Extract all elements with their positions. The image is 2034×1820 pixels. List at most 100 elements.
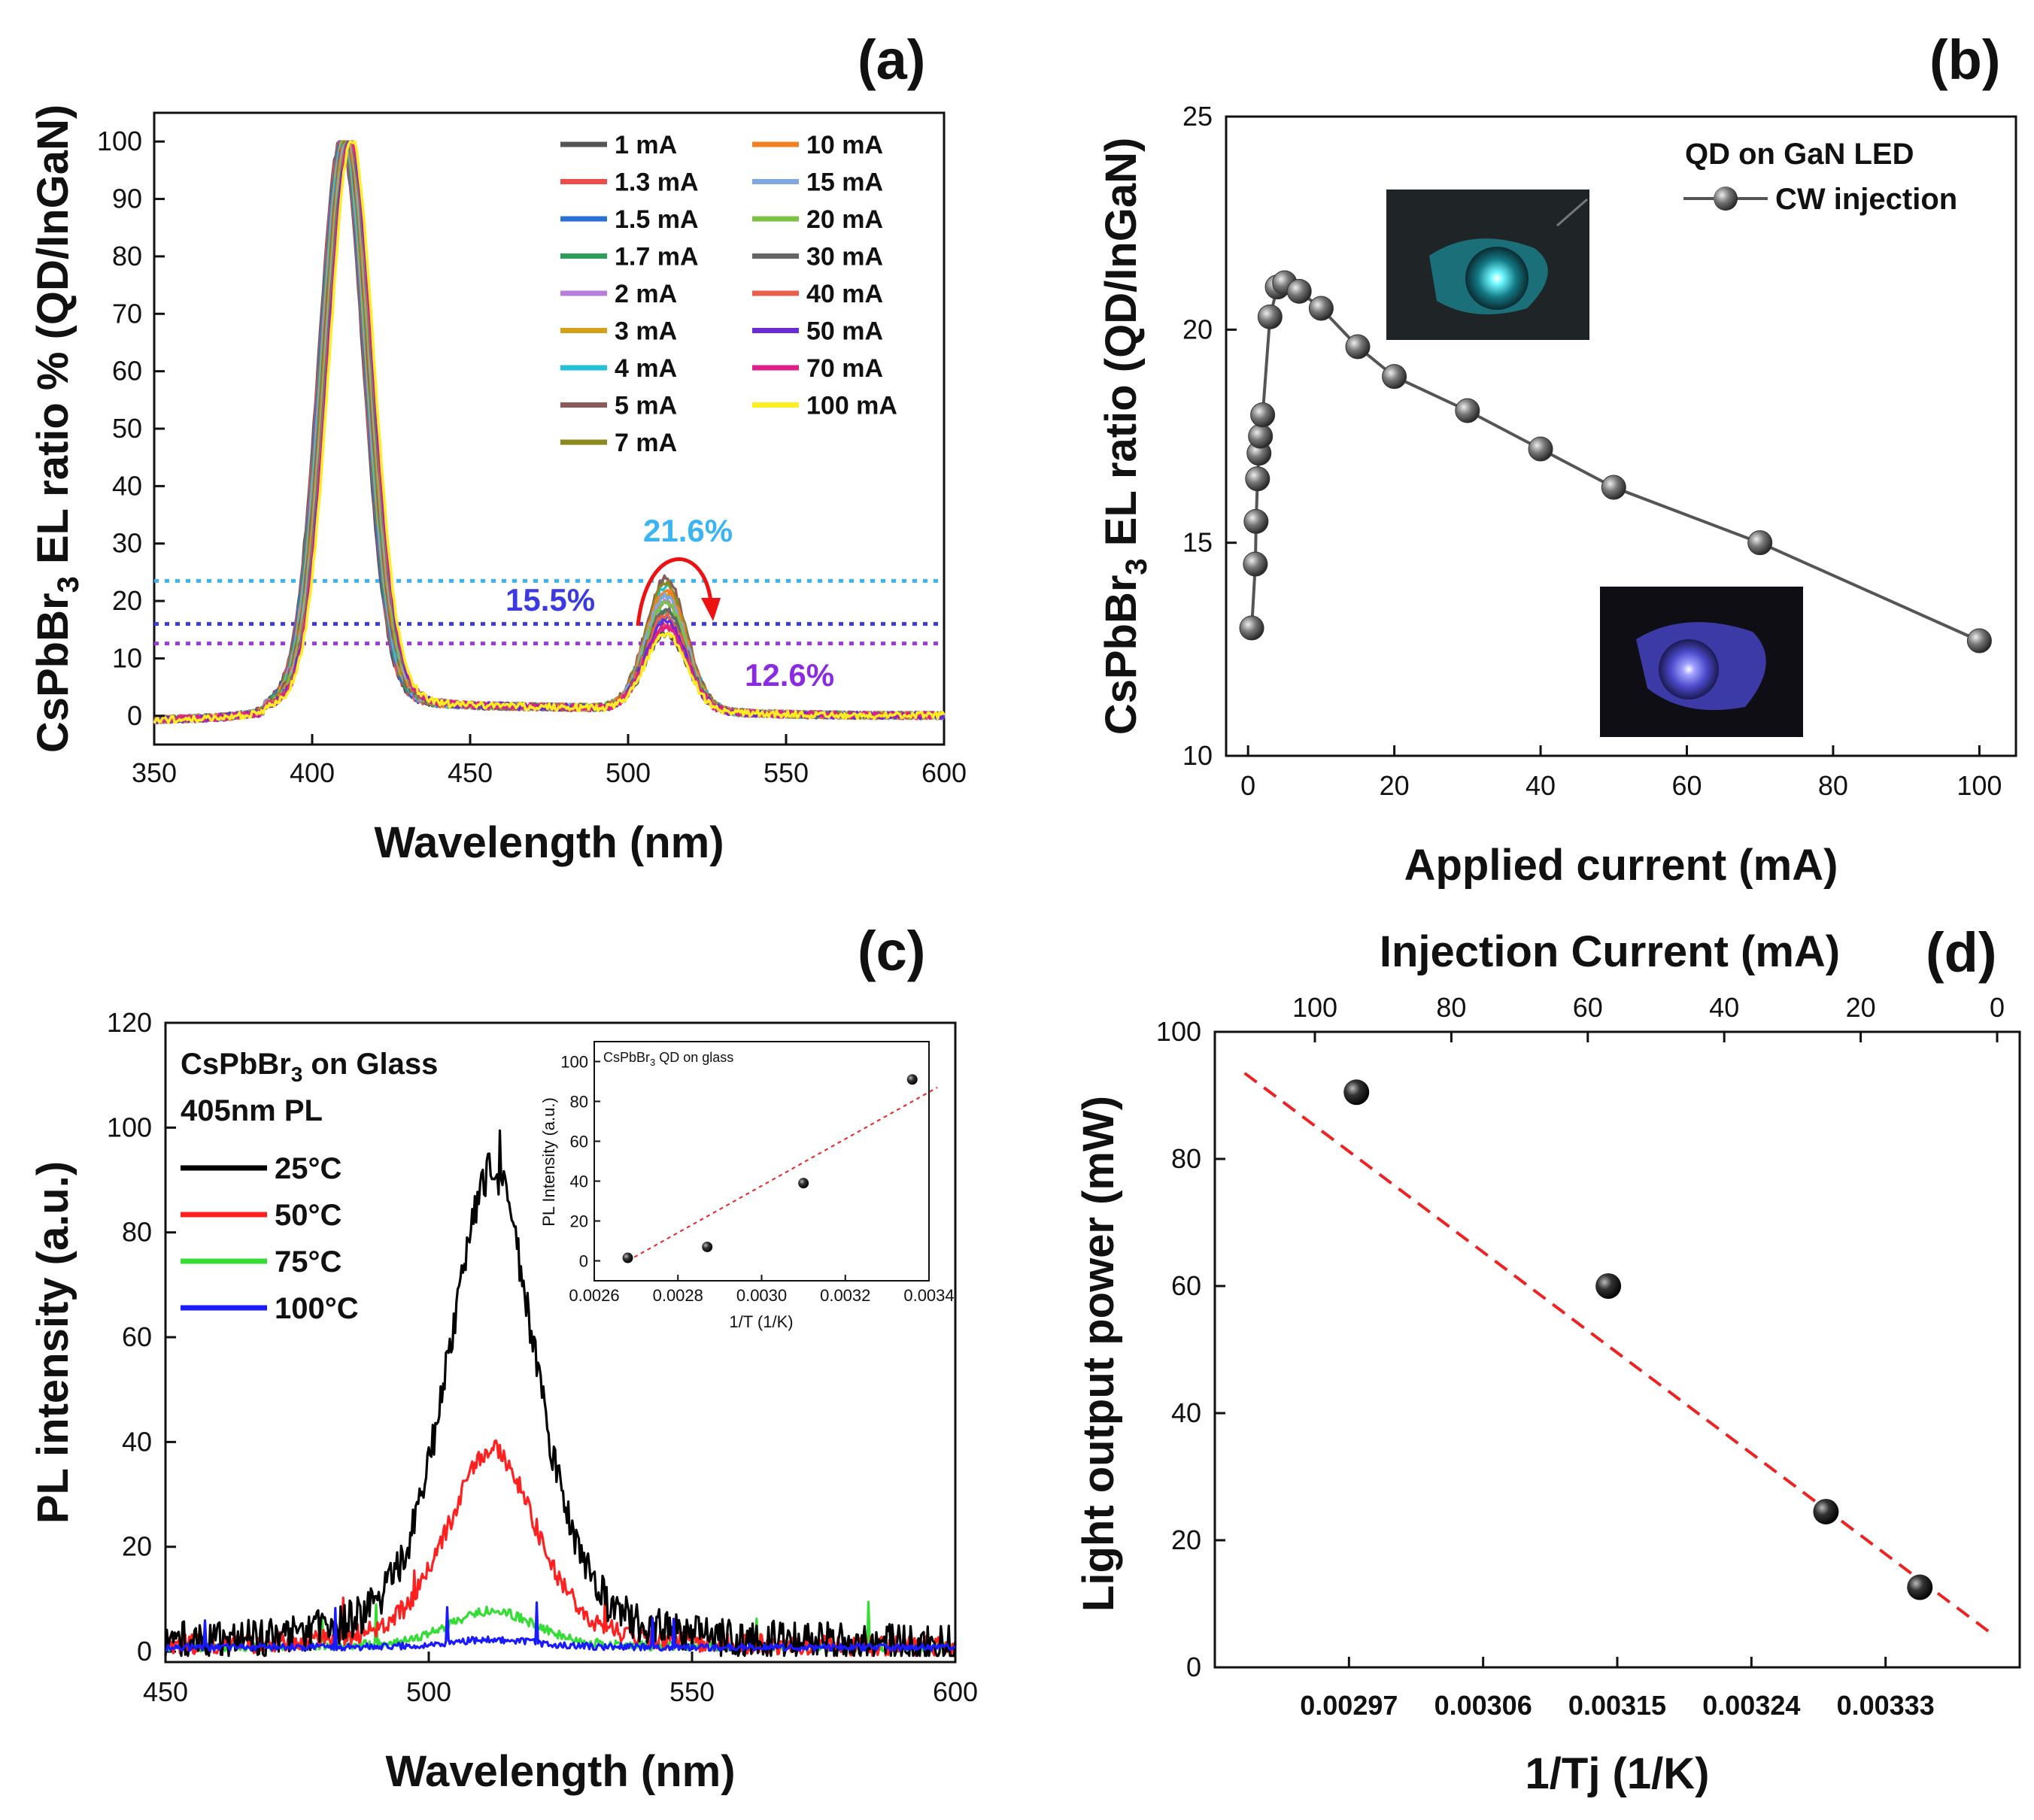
panel-c-y-tick-label-0: 0 xyxy=(137,1636,152,1667)
panel-b-y-ticks: 10 15 20 25 xyxy=(1182,101,1237,771)
panel-a-y-tick-label-70: 70 xyxy=(112,298,142,329)
panel-b-x-tick-label-60: 60 xyxy=(1671,770,1702,801)
panel-a-y-tick-label-10: 10 xyxy=(112,642,142,673)
panel-d-top-tick-label-20: 20 xyxy=(1846,992,1876,1023)
panel-b-y-axis-label: CsPbBr3 EL ratio (QD/InGaN) xyxy=(1097,138,1153,736)
panel-c-legend: 25°C 50°C 75°C 100°C xyxy=(181,1152,359,1325)
panel-a-x-tick-label-600: 600 xyxy=(921,757,967,788)
cw-injection-point-6 xyxy=(1250,402,1276,428)
panel-a: (a) 350 400 450 500 550 600 0 10 20 30 40 50 60 70 80… xyxy=(29,29,967,867)
inset-point-2 xyxy=(798,1178,809,1189)
cw-injection-point-17 xyxy=(1747,530,1773,556)
inset-y-tick-label-40: 40 xyxy=(570,1172,588,1191)
cw-injection-point-18 xyxy=(1966,628,1992,654)
panel-c-inset-x-ticks: 0.0026 0.0028 0.0030 0.0032 0.0034 xyxy=(569,1275,955,1305)
panel-d-top-tick-label-60: 60 xyxy=(1573,992,1603,1023)
panel-d-x-axis-label: 1/Tj (1/K) xyxy=(1526,1749,1710,1798)
photo-inset-cyan-emission xyxy=(1386,190,1589,340)
panel-b-x-tick-label-0: 0 xyxy=(1240,770,1255,801)
panel-d-x-tick-label-0.00315: 0.00315 xyxy=(1568,1690,1666,1721)
panel-c-inset-title: CsPbBr3 QD on glass xyxy=(603,1050,733,1068)
cw-injection-point-1 xyxy=(1243,551,1268,577)
cw-injection-point-5 xyxy=(1248,423,1274,449)
decrease-arrow-head xyxy=(701,598,721,621)
panel-d-fit-line xyxy=(1243,1072,1991,1634)
panel-c-y-tick-label-120: 120 xyxy=(107,1007,152,1038)
panel-c-x-tick-label-600: 600 xyxy=(933,1676,978,1707)
panel-b-plot-area xyxy=(1239,270,1992,654)
panel-d-point-2 xyxy=(1813,1498,1839,1524)
panel-a-x-tick-label-350: 350 xyxy=(132,757,177,788)
panel-a-y-axis-label: CsPbBr3 EL ratio % (QD/InGaN) xyxy=(29,105,85,753)
panel-c-label: (c) xyxy=(858,920,925,982)
panel-b-x-tick-label-20: 20 xyxy=(1380,770,1410,801)
panel-b-frame xyxy=(1225,115,2017,757)
panel-a-ylabel-part1: CsPbBr xyxy=(29,593,77,753)
decrease-arrow xyxy=(636,557,713,626)
panel-c-legend-title-part1: CsPbBr xyxy=(181,1048,291,1081)
panel-c-inset: CsPbBr3 QD on glass 0.0026 0.0028 0.0030 0.… xyxy=(539,1036,955,1333)
panel-c-inset-plot xyxy=(622,1074,938,1263)
panel-a-x-tick-label-400: 400 xyxy=(290,757,335,788)
photo-inset-blue-emission xyxy=(1600,587,1803,737)
panel-d-top-tick-label-40: 40 xyxy=(1709,992,1739,1023)
panel-c-inset-title-sub: 3 xyxy=(650,1057,655,1068)
panel-d-label: (d) xyxy=(1926,921,1997,984)
cw-injection-point-12 xyxy=(1345,334,1371,359)
legend-label-1-mA: 1 mA xyxy=(615,131,677,159)
panel-b-label: (b) xyxy=(1929,29,2001,91)
legend-label-10-mA: 10 mA xyxy=(806,131,883,159)
panel-c-legend-title-part2: on Glass xyxy=(302,1048,438,1081)
panel-c-y-axis-label: PL intensity (a.u.) xyxy=(29,1161,77,1524)
inset-x-tick-label-0.0034: 0.0034 xyxy=(903,1286,954,1305)
panel-d: (d) Injection Current (mA) 0.00297 0.0030… xyxy=(1074,921,2021,1798)
legend-label-100-mA: 100 mA xyxy=(806,392,897,420)
panel-b-ylabel-sub: 3 xyxy=(1120,558,1153,575)
panel-b: (b) 0 20 40 60 80 100 10 15 20 25 Applied curren… xyxy=(1097,29,2017,890)
panel-a-y-tick-label-30: 30 xyxy=(112,528,142,559)
legend-label-40-mA: 40 mA xyxy=(806,280,883,308)
panel-c-y-tick-label-60: 60 xyxy=(122,1321,152,1352)
panel-d-top-x-ticks: 100 80 60 40 20 0 xyxy=(1292,992,2005,1042)
inset-y-tick-label-100: 100 xyxy=(560,1053,588,1072)
cw-injection-point-2 xyxy=(1243,508,1269,534)
panel-c-y-tick-label-80: 80 xyxy=(122,1217,152,1248)
cw-injection-point-11 xyxy=(1308,296,1334,321)
cw-injection-point-0 xyxy=(1239,615,1264,641)
legend-label-7-mA: 7 mA xyxy=(615,429,677,457)
panel-c-x-axis-label: Wavelength (nm) xyxy=(385,1747,735,1796)
panel-a-ylabel-sub: 3 xyxy=(52,576,85,593)
panel-c-legend-title: CsPbBr3 on Glass xyxy=(181,1048,438,1086)
panel-c-inset-y-axis-label: PL Intensity (a.u.) xyxy=(539,1097,558,1227)
cw-injection-point-10 xyxy=(1286,278,1312,304)
panel-d-y-tick-label-20: 20 xyxy=(1171,1524,1201,1555)
panel-b-y-tick-label-15: 15 xyxy=(1182,527,1213,558)
panel-d-y-tick-label-80: 80 xyxy=(1171,1143,1201,1174)
panel-a-x-tick-label-500: 500 xyxy=(606,757,651,788)
panel-b-y-tick-label-20: 20 xyxy=(1182,314,1213,344)
panel-a-y-tick-label-80: 80 xyxy=(112,241,142,271)
panel-a-ylabel-part2: EL ratio % (QD/InGaN) xyxy=(29,105,77,576)
panel-d-point-0 xyxy=(1343,1079,1370,1106)
pl-spectrum-3 xyxy=(165,1601,956,1652)
panel-d-y-tick-label-0: 0 xyxy=(1186,1652,1201,1682)
panel-c-x-tick-label-500: 500 xyxy=(406,1676,451,1707)
legend-label-50-mA: 50 mA xyxy=(806,317,883,346)
inset-y-tick-label-60: 60 xyxy=(570,1133,588,1151)
panel-c-frame xyxy=(164,1021,957,1664)
panel-a-y-tick-label-20: 20 xyxy=(112,585,142,616)
cw-injection-point-16 xyxy=(1601,475,1626,500)
panel-b-legend-series: CW injection xyxy=(1775,183,1957,216)
legend-label-0: 25°C xyxy=(275,1152,342,1185)
spectrum-line-100-mA xyxy=(153,140,946,724)
inset-y-tick-label-80: 80 xyxy=(570,1093,588,1112)
panel-a-y-tick-label-40: 40 xyxy=(112,470,142,501)
panel-b-legend-title: QD on GaN LED xyxy=(1685,138,1914,171)
panel-c-legend-title-sub: 3 xyxy=(291,1063,303,1086)
panel-d-top-tick-label-100: 100 xyxy=(1292,992,1337,1023)
panel-d-x-tick-label-0.00324: 0.00324 xyxy=(1702,1690,1800,1721)
panel-d-y-axis-label: Light output power (mW) xyxy=(1074,1096,1123,1612)
panel-d-plot-area xyxy=(1243,1072,1991,1634)
